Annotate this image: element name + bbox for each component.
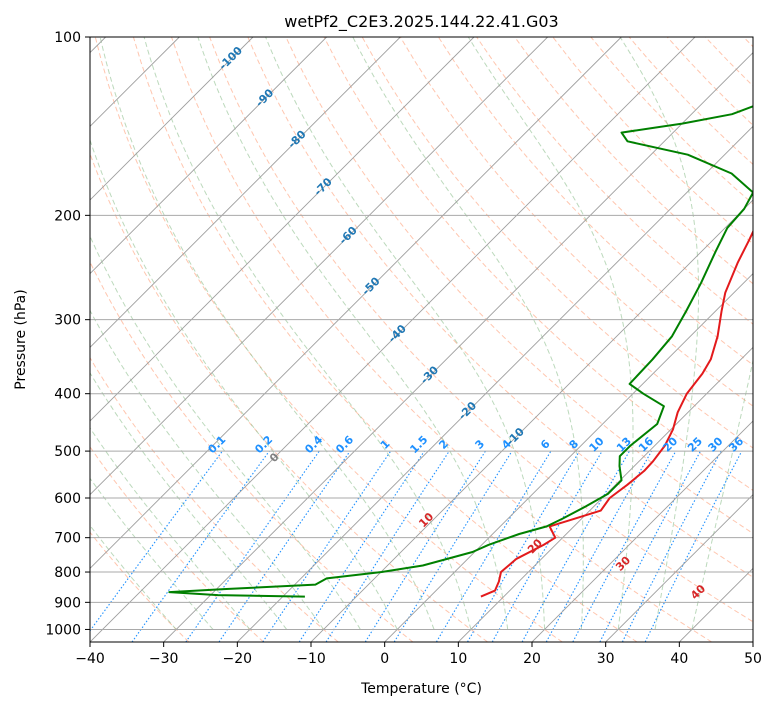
isotherm-line (237, 125, 753, 642)
y-tick-label: 600 (54, 491, 81, 507)
y-tick-label: 800 (54, 565, 81, 581)
isotherm-line (90, 37, 622, 569)
moist-adiabat (619, 37, 699, 630)
x-tick-label: −40 (75, 651, 105, 667)
mixing-ratio-line (621, 450, 722, 642)
plot-frame (89, 36, 754, 643)
x-tick-label: 10 (449, 651, 467, 667)
x-axis: −40 −30 −20 −10 0 10 20 30 40 50 (75, 642, 762, 667)
mixing-ratio-line (325, 450, 450, 642)
dry-adiabat (90, 356, 339, 642)
isotherm-line (605, 494, 753, 642)
isotherm-line (90, 37, 401, 348)
mixing-ratio-line (393, 450, 513, 642)
dry-adiabat (132, 37, 638, 642)
profiles (168, 105, 753, 598)
y-tick-label: 200 (54, 208, 81, 224)
isotherm-line (531, 420, 753, 642)
isotherm-line (90, 37, 548, 496)
isotherm-line (90, 37, 475, 422)
y-axis: 100 200 300 400 500 600 700 800 900 1000 (45, 30, 90, 638)
mixing-ratio-line (90, 450, 223, 632)
moist-adiabat (90, 309, 324, 630)
dry-adiabat (94, 37, 563, 642)
mixing-ratio-line (599, 450, 701, 642)
dry-adiabat (399, 37, 753, 407)
mixing-ratio-line (435, 450, 552, 642)
mixing-ratio-line (298, 450, 425, 642)
grid-lines (90, 37, 753, 642)
mixing-ratio-line (644, 450, 743, 642)
y-tick-label: 1000 (45, 622, 81, 638)
x-tick-label: 50 (744, 651, 762, 667)
y-tick-label: 300 (54, 313, 81, 329)
y-tick-label: 700 (54, 531, 81, 547)
profile-temperature (480, 229, 753, 598)
dry-adiabat (209, 37, 753, 623)
moist-adiabat (143, 37, 472, 630)
dry-adiabat (323, 37, 753, 491)
isotherm-line (90, 37, 696, 642)
chart-title: wetPf2_C2E3.2025.144.22.41.G03 (284, 12, 558, 32)
y-tick-label: 500 (54, 444, 81, 460)
moist-adiabat (90, 235, 361, 630)
x-tick-label: 30 (597, 651, 615, 667)
dry-adiabat (247, 37, 753, 578)
mixing-ratio-line (262, 450, 392, 642)
moist-adiabat (691, 358, 753, 630)
moist-adiabat (265, 37, 546, 630)
background-lines (90, 37, 753, 642)
dry-adiabat (90, 531, 190, 642)
moist-adiabat (352, 37, 584, 630)
mixing-ratio-line (364, 450, 486, 642)
dry-adiabat (361, 37, 753, 449)
isotherm-line (384, 273, 753, 642)
y-axis-title: Pressure (hPa) (13, 289, 29, 389)
dry-adiabat (437, 37, 753, 366)
x-axis-title: Temperature (°C) (360, 681, 482, 697)
mixing-ratio-line (521, 450, 630, 642)
dry-adiabat (90, 446, 264, 642)
mixing-ratio-line (185, 450, 320, 642)
mixing-ratio-line (218, 450, 351, 642)
dry-adiabat (514, 37, 753, 285)
x-tick-label: −30 (149, 651, 179, 667)
isotherm-line (163, 52, 753, 642)
isotherm-line (90, 37, 327, 275)
x-tick-label: −20 (223, 651, 253, 667)
y-tick-label: 900 (54, 595, 81, 611)
isotherm-line (458, 346, 753, 642)
y-tick-label: 100 (54, 30, 81, 46)
x-tick-label: −10 (296, 651, 326, 667)
dry-adiabat (90, 152, 488, 642)
mixing-ratio-line (131, 450, 270, 642)
isotherm-line (310, 199, 753, 642)
profile-dewpoint (168, 105, 753, 598)
x-tick-label: 0 (380, 651, 389, 667)
dry-adiabat (285, 37, 753, 535)
x-tick-label: 20 (523, 651, 541, 667)
mixing-ratio-line (572, 450, 677, 642)
y-tick-label: 400 (54, 387, 81, 403)
moist-adiabat (90, 138, 398, 630)
moist-adiabat (99, 37, 435, 630)
moist-adiabat (467, 37, 634, 630)
isotherm-line (90, 37, 254, 201)
x-tick-label: 40 (670, 651, 688, 667)
mixing-ratio-line (545, 450, 653, 642)
moist-adiabat (197, 37, 509, 630)
dry-adiabat (171, 37, 712, 642)
